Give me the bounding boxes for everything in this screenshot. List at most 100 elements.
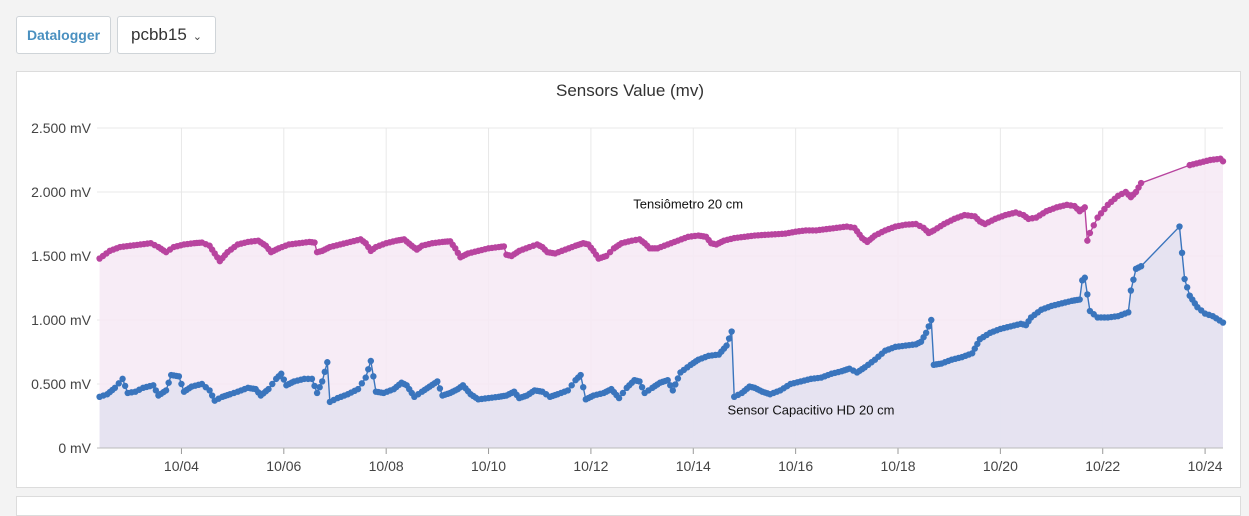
capacitivo-point <box>162 387 170 394</box>
capacitivo-point <box>619 389 627 397</box>
chevron-down-icon: ⌄ <box>192 30 202 43</box>
y-tick-label: 2.500 mV <box>31 120 92 136</box>
tensiometro-point <box>1084 237 1091 244</box>
capacitivo-point <box>928 316 935 324</box>
capacitivo-point <box>725 335 733 342</box>
capacitivo-point <box>280 376 288 383</box>
x-tick-label: 10/18 <box>880 458 915 474</box>
capacitivo-point <box>365 366 372 373</box>
capacitivo-point <box>354 385 362 393</box>
capacitivo-point <box>667 382 674 389</box>
y-tick-label: 0 mV <box>58 440 91 456</box>
tensiometro-point <box>1219 158 1227 165</box>
y-tick-label: 2.000 mV <box>31 184 92 200</box>
capacitivo-point <box>436 385 444 392</box>
tensiometro-point <box>1137 179 1145 187</box>
y-tick-label: 1.500 mV <box>31 248 92 264</box>
capacitivo-point <box>316 384 323 391</box>
capacitivo-point <box>728 328 735 335</box>
capacitivo-point <box>269 380 276 388</box>
capacitivo-point <box>674 375 682 382</box>
capacitivo-point <box>1176 223 1183 230</box>
tensiometro-point <box>1081 204 1089 211</box>
capacitivo-series-label: Sensor Capacitivo HD 20 cm <box>728 403 895 418</box>
tensiometro-point <box>1086 229 1094 237</box>
device-select-value: pcbb15 <box>131 25 187 44</box>
x-tick-label: 10/22 <box>1085 458 1120 474</box>
x-tick-label: 10/08 <box>369 458 404 474</box>
capacitivo-point <box>175 373 183 380</box>
capacitivo-point <box>115 380 122 387</box>
capacitivo-point <box>434 378 441 385</box>
tensiometro-point <box>500 243 508 250</box>
capacitivo-point <box>664 376 671 384</box>
capacitivo-point <box>150 382 157 389</box>
capacitivo-point <box>119 375 126 383</box>
capacitivo-point <box>206 387 213 394</box>
capacitivo-point <box>319 378 326 385</box>
x-tick-label: 10/10 <box>471 458 506 474</box>
capacitivo-point <box>580 384 587 391</box>
capacitivo-point <box>178 380 185 388</box>
capacitivo-point <box>1219 319 1227 326</box>
capacitivo-point <box>922 329 930 336</box>
capacitivo-point <box>564 387 572 394</box>
tensiometro-point <box>1101 205 1108 213</box>
datalogger-button[interactable]: Datalogger <box>16 16 111 54</box>
capacitivo-point <box>358 380 366 387</box>
capacitivo-point <box>1127 287 1135 294</box>
capacitivo-point <box>1076 296 1083 303</box>
chart-title: Sensors Value (mv) <box>556 81 704 100</box>
y-tick-label: 1.000 mV <box>31 312 92 328</box>
capacitivo-point <box>208 392 216 399</box>
x-tick-label: 10/14 <box>676 458 711 474</box>
capacitivo-point <box>615 394 623 402</box>
y-tick-label: 0.500 mV <box>31 376 92 392</box>
tensiometro-point <box>1094 214 1101 221</box>
capacitivo-point <box>1130 276 1137 283</box>
capacitivo-point <box>1181 275 1188 283</box>
tensiometro-point <box>1097 210 1105 217</box>
capacitivo-point <box>311 382 318 390</box>
capacitivo-point <box>974 340 981 348</box>
capacitivo-point <box>165 379 172 386</box>
capacitivo-point <box>669 387 676 394</box>
tensiometro-point <box>311 239 318 246</box>
capacitivo-point <box>636 378 643 385</box>
capacitivo-point <box>121 382 129 390</box>
capacitivo-point <box>1178 249 1186 256</box>
capacitivo-point <box>1137 263 1145 270</box>
capacitivo-point <box>638 384 646 391</box>
x-tick-label: 10/16 <box>778 458 813 474</box>
x-tick-label: 10/04 <box>164 458 199 474</box>
capacitivo-point <box>111 384 119 392</box>
capacitivo-point <box>1125 309 1132 316</box>
capacitivo-point <box>672 381 679 388</box>
capacitivo-point <box>723 342 730 349</box>
device-select[interactable]: pcbb15 ⌄ <box>117 16 216 54</box>
capacitivo-point <box>278 370 285 377</box>
capacitivo-point <box>321 368 328 376</box>
tensiometro-series-label: Tensiômetro 20 cm <box>633 197 743 212</box>
capacitivo-point <box>362 374 369 381</box>
capacitivo-point <box>265 385 272 393</box>
capacitivo-point <box>367 357 375 365</box>
capacitivo-point <box>925 323 932 330</box>
x-tick-label: 10/12 <box>573 458 608 474</box>
x-tick-label: 10/24 <box>1188 458 1223 474</box>
capacitivo-point <box>1084 291 1091 298</box>
capacitivo-point <box>152 387 160 394</box>
capacitivo-point <box>313 389 321 397</box>
capacitivo-point <box>370 373 377 380</box>
capacitivo-point <box>969 350 976 357</box>
capacitivo-point <box>568 382 575 389</box>
capacitivo-point <box>1183 284 1191 291</box>
x-tick-label: 10/20 <box>983 458 1018 474</box>
capacitivo-point <box>308 375 316 383</box>
capacitivo-point <box>324 359 331 366</box>
capacitivo-point <box>971 345 978 352</box>
capacitivo-point <box>577 371 584 379</box>
capacitivo-point <box>1081 274 1089 281</box>
tensiometro-point <box>1090 222 1097 229</box>
